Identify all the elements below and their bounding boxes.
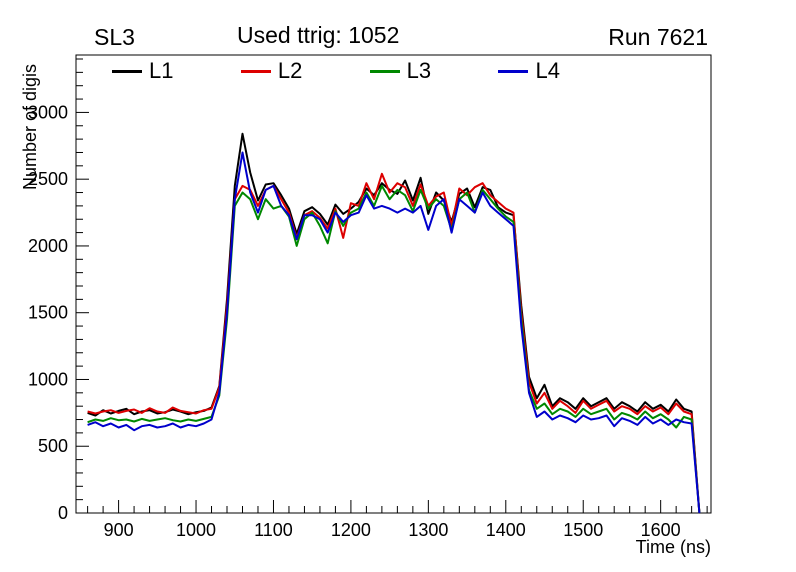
pad-title-left: SL3 bbox=[94, 24, 135, 50]
svg-text:2500: 2500 bbox=[28, 169, 68, 189]
legend-line-swatch-l2 bbox=[240, 69, 271, 73]
legend-line-swatch-l4 bbox=[498, 69, 529, 73]
legend-label-l4: L4 bbox=[535, 58, 560, 83]
svg-text:1400: 1400 bbox=[486, 520, 526, 540]
legend-entry-l2: L2 bbox=[240, 58, 303, 84]
pad-title-center: Used ttrig: 1052 bbox=[237, 22, 400, 48]
legend-line-swatch-l1 bbox=[112, 69, 142, 73]
legend-label-l2: L2 bbox=[277, 58, 303, 83]
legend-entry-l3: L3 bbox=[369, 58, 432, 84]
svg-text:1000: 1000 bbox=[176, 520, 216, 540]
svg-text:1200: 1200 bbox=[331, 520, 371, 540]
svg-text:900: 900 bbox=[104, 520, 134, 540]
svg-text:1600: 1600 bbox=[641, 520, 681, 540]
legend: L1 L2 L3 L4 bbox=[112, 58, 560, 84]
svg-text:500: 500 bbox=[38, 436, 68, 456]
svg-text:1500: 1500 bbox=[563, 520, 603, 540]
legend-line-swatch-l3 bbox=[369, 69, 400, 73]
svg-text:1500: 1500 bbox=[28, 303, 68, 323]
svg-text:0: 0 bbox=[58, 503, 68, 523]
x-axis-label: Time (ns) bbox=[635, 537, 711, 557]
legend-label-l3: L3 bbox=[406, 58, 432, 83]
legend-entry-l1: L1 bbox=[112, 58, 173, 84]
legend-entry-l4: L4 bbox=[498, 58, 560, 84]
svg-text:1300: 1300 bbox=[408, 520, 448, 540]
svg-text:1000: 1000 bbox=[28, 369, 68, 389]
svg-text:2000: 2000 bbox=[28, 236, 68, 256]
svg-text:3000: 3000 bbox=[28, 102, 68, 122]
legend-label-l1: L1 bbox=[149, 58, 174, 83]
svg-text:1100: 1100 bbox=[254, 520, 293, 540]
pad-title-right: Run 7621 bbox=[608, 24, 708, 50]
